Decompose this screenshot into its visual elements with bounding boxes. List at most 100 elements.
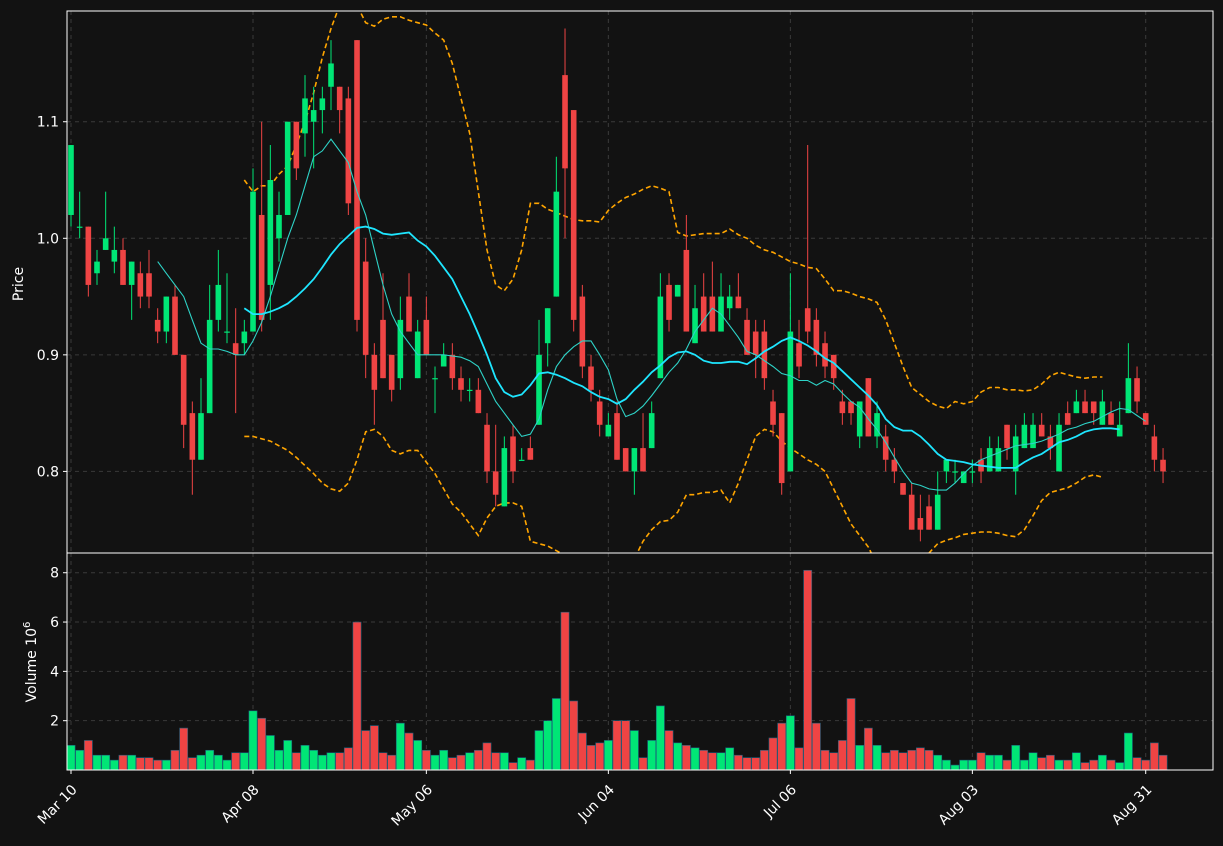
volume-bar-down — [83, 740, 93, 771]
candle-body-up — [986, 448, 993, 472]
candle-body-up — [631, 448, 638, 472]
candle-body-up — [1073, 401, 1080, 414]
volume-bar-down — [733, 754, 743, 771]
candle-body-down — [172, 296, 178, 355]
candle-body-down — [510, 436, 516, 472]
volume-bar-down — [1106, 759, 1116, 771]
candle-body-down — [120, 249, 126, 285]
candle-body-down — [813, 319, 820, 355]
volume-bar-up — [395, 722, 405, 771]
volume-bar-down — [794, 747, 804, 771]
candle-body-up — [163, 296, 170, 332]
candle-body-down — [570, 110, 577, 320]
candle-body-down — [804, 308, 811, 332]
candle-layer — [68, 28, 1166, 542]
candle-body-up — [1099, 401, 1106, 425]
candle-body-down — [796, 343, 802, 367]
candle-body-up — [250, 191, 256, 332]
volume-bar-up — [196, 754, 206, 771]
candle-body-up — [319, 98, 326, 111]
volume-bar-up — [66, 745, 76, 771]
volume-bar-down — [378, 752, 388, 771]
volume-bar-up — [309, 749, 319, 771]
candle-body-down — [258, 214, 265, 320]
candle-body-up — [302, 98, 308, 134]
candle-body-down — [830, 354, 837, 379]
volume-bar-down — [456, 754, 466, 771]
candle-body-down — [770, 401, 776, 425]
volume-bar-up — [1071, 752, 1081, 771]
candle-body-down — [423, 319, 430, 355]
candle-body-up — [1056, 424, 1062, 472]
volume-bar-down — [837, 740, 847, 771]
candle-body-up — [501, 448, 508, 507]
candle-body-down — [917, 518, 924, 530]
volume-bar-down — [1132, 757, 1142, 771]
candle-body-down — [362, 261, 369, 355]
volume-bar-down — [898, 752, 908, 771]
candle-body-down — [596, 401, 603, 425]
candle-body-down — [891, 459, 898, 472]
volume-bar-down — [863, 727, 873, 771]
volume-bar-down — [777, 722, 787, 771]
volume-bar-up — [1011, 745, 1021, 771]
volume-bar-up — [950, 764, 960, 771]
price-tick-label: 1.0 — [37, 231, 59, 247]
volume-bar-down — [612, 720, 622, 771]
volume-tick-label: 6 — [50, 615, 59, 631]
volume-bar-down — [491, 752, 501, 771]
candle-body-up — [787, 331, 794, 472]
volume-bar-up — [1115, 762, 1125, 771]
volume-bar-up — [1054, 759, 1064, 771]
volume-bar-down — [829, 752, 839, 771]
candle-body-up — [397, 319, 404, 379]
candle-body-down — [1038, 424, 1045, 437]
candle-body-down — [406, 296, 412, 332]
volume-bar-down — [924, 749, 934, 771]
volume-bar-down — [1158, 754, 1168, 771]
volume-bar-down — [803, 569, 813, 771]
candle-body-up — [648, 413, 655, 449]
volume-bar-up — [985, 754, 995, 771]
volume-bar-up — [534, 730, 544, 771]
candle-body-down — [588, 366, 594, 390]
volume-bar-up — [109, 759, 119, 771]
volume-bar-down — [231, 752, 241, 771]
volume-bar-up — [239, 752, 249, 771]
candle-body-down — [640, 448, 646, 472]
candle-body-down — [1082, 401, 1088, 414]
candle-body-up — [536, 354, 542, 425]
candle-body-down — [354, 40, 360, 320]
candle-body-down — [458, 378, 464, 390]
axes-layer: Price Volume 106 — [11, 10, 1214, 771]
candle-body-down — [1160, 459, 1166, 472]
volume-bar-down — [759, 749, 769, 771]
volume-bar-down — [179, 727, 189, 771]
volume-bar-up — [75, 749, 85, 771]
volume-bar-up — [1028, 752, 1038, 771]
volume-bar-up — [465, 752, 475, 771]
volume-bar-down — [144, 757, 154, 771]
volume-bar-up — [967, 759, 977, 771]
lower-band-line — [244, 428, 1103, 553]
volume-bar-down — [1002, 759, 1012, 771]
volume-bar-up — [629, 730, 639, 771]
candle-body-down — [926, 506, 932, 530]
volume-bar-up — [1019, 759, 1029, 771]
candle-body-up — [1125, 378, 1132, 414]
candle-body-up — [544, 308, 551, 344]
volume-bar-down — [1045, 754, 1055, 771]
candle-body-up — [224, 331, 230, 333]
volume-bar-up — [161, 759, 171, 771]
candle-body-up — [657, 296, 664, 379]
candle-body-down — [752, 331, 759, 355]
candle-body-down — [579, 296, 586, 367]
candle-body-down — [1047, 436, 1054, 449]
candle-body-down — [614, 413, 620, 460]
candle-body-down — [449, 354, 456, 379]
candle-body-down — [527, 448, 534, 460]
candle-body-down — [839, 401, 846, 414]
volume-bar-up — [499, 752, 509, 771]
volume-tick-label: 4 — [50, 664, 59, 680]
volume-bar-down — [915, 747, 925, 771]
